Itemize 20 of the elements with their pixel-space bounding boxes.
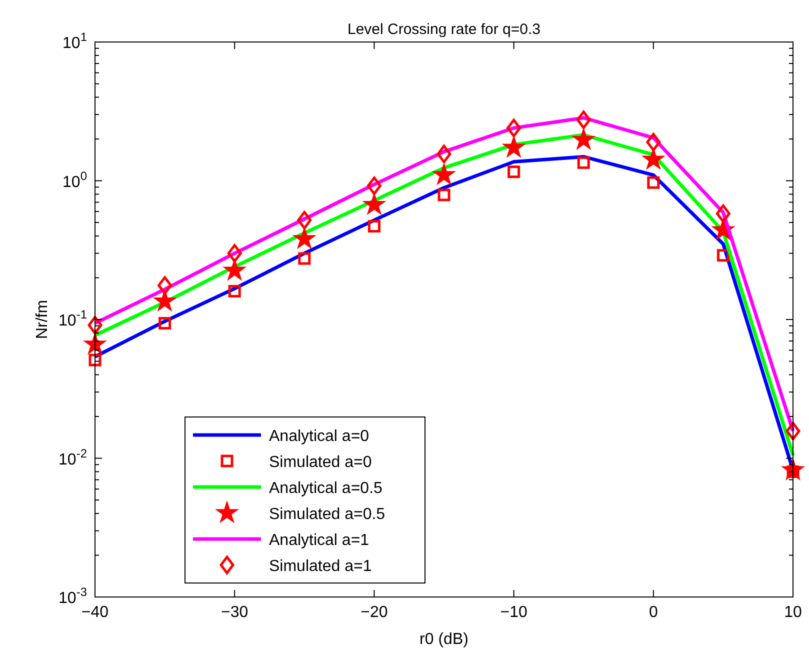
x-tick-label: −40 — [81, 604, 109, 621]
x-tick-label: 10 — [784, 604, 802, 621]
y-tick-label: 10$^{-1}$ — [58, 308, 88, 330]
y-tick-label: 10$^{-3}$ — [58, 585, 88, 607]
chart-title: Level Crossing rate for q=0.3 — [347, 21, 541, 38]
x-tick-label: −20 — [360, 604, 388, 621]
legend-label: Analytical a=0 — [269, 428, 370, 445]
legend-label: Analytical a=0.5 — [269, 480, 383, 497]
y-tick-label: 10$^{0}$ — [62, 168, 88, 191]
x-tick-label: 0 — [648, 604, 658, 621]
y-tick-label: 10$^{1}$ — [62, 30, 88, 52]
y-axis-title: Nr/fm — [34, 300, 51, 340]
x-axis-title: r0 (dB) — [420, 631, 468, 648]
x-tick-label: −30 — [221, 604, 248, 621]
y-tick-label: 10$^{-2}$ — [58, 446, 88, 468]
x-tick-label: −10 — [500, 604, 528, 621]
legend-label: Simulated a=0 — [269, 454, 372, 471]
legend-label: Analytical a=1 — [269, 532, 370, 549]
legend-label: Simulated a=0.5 — [269, 506, 386, 523]
legend-label: Simulated a=1 — [269, 558, 372, 575]
